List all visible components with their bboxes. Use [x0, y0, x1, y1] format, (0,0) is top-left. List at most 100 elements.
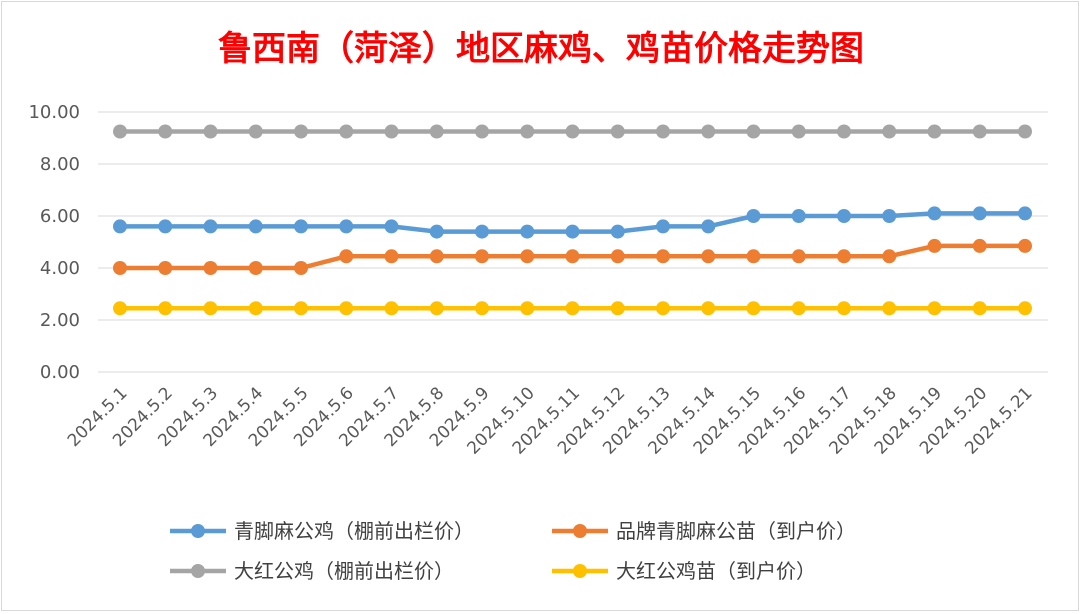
series-1 [113, 238, 1032, 275]
data-point [248, 261, 263, 275]
data-point [113, 124, 127, 139]
data-point [339, 124, 354, 139]
y-tick-label: 2.00 [40, 310, 80, 331]
data-point [837, 124, 851, 139]
legend-marker [191, 524, 205, 538]
data-point [113, 219, 127, 234]
data-point [158, 124, 173, 139]
data-point [294, 219, 308, 234]
series-2 [113, 124, 1032, 139]
data-point [610, 224, 625, 239]
data-point [701, 249, 716, 264]
data-point [429, 124, 444, 139]
data-point [656, 219, 670, 234]
series-3 [113, 301, 1032, 316]
data-point [656, 249, 670, 264]
data-point [837, 209, 851, 223]
data-point [475, 224, 489, 239]
data-point [610, 301, 625, 316]
data-point [384, 301, 399, 316]
data-point [475, 301, 489, 316]
data-point [837, 249, 851, 264]
series-0 [113, 206, 1032, 239]
data-point [475, 124, 489, 139]
data-point [972, 301, 987, 316]
data-point [203, 301, 218, 316]
data-point [791, 209, 806, 223]
data-point [1018, 124, 1032, 139]
data-point [429, 301, 444, 316]
data-point [520, 301, 535, 316]
y-tick-label: 6.00 [40, 206, 80, 227]
data-point [520, 124, 535, 139]
data-point [972, 124, 987, 139]
y-tick-label: 4.00 [40, 258, 80, 279]
y-axis-tick-labels: 0.00 2.00 4.00 6.00 8.00 10.00 [28, 102, 80, 383]
data-point [565, 224, 580, 239]
legend-marker [573, 564, 587, 578]
data-point [1018, 238, 1032, 253]
data-point [158, 301, 173, 316]
data-point [520, 249, 535, 264]
data-point [565, 249, 580, 264]
data-point [384, 249, 399, 264]
data-point [339, 249, 354, 264]
data-point [113, 261, 127, 275]
data-point [1018, 301, 1032, 316]
data-point [475, 249, 489, 264]
legend-marker [191, 564, 205, 578]
data-point [158, 219, 173, 234]
legend-label: 品牌青脚麻公苗（到户价） [616, 519, 856, 543]
data-point [248, 124, 263, 139]
data-point [248, 301, 263, 316]
data-point [158, 261, 173, 275]
data-point [882, 209, 897, 223]
legend-label: 大红公鸡（棚前出栏价） [234, 559, 454, 583]
data-point [927, 206, 942, 221]
legend-item-3: 大红公鸡苗（到户价） [552, 559, 816, 583]
data-point [294, 301, 308, 316]
legend-label: 青脚麻公鸡（棚前出栏价） [234, 519, 474, 543]
data-point [520, 224, 535, 239]
data-point [656, 301, 670, 316]
data-point [113, 301, 127, 316]
data-point [565, 124, 580, 139]
data-point [1018, 206, 1032, 221]
gridlines [98, 111, 1048, 373]
data-point [656, 124, 670, 139]
legend-label: 大红公鸡苗（到户价） [616, 559, 816, 583]
data-point [882, 301, 897, 316]
data-point [203, 219, 218, 234]
data-point [429, 249, 444, 264]
data-point [294, 124, 308, 139]
y-tick-label: 8.00 [40, 154, 80, 175]
data-point [203, 261, 218, 275]
data-point [927, 124, 942, 139]
data-point [339, 301, 354, 316]
data-point [972, 206, 987, 221]
legend: 青脚麻公鸡（棚前出栏价） 品牌青脚麻公苗（到户价） 大红公鸡（棚前出栏价） 大红公鸡苗… [170, 519, 856, 583]
x-axis-tick-labels: 2024.5.12024.5.22024.5.32024.5.42024.5.5… [64, 383, 1037, 458]
y-tick-label: 10.00 [28, 102, 80, 123]
data-point [701, 219, 716, 234]
data-point [927, 238, 942, 253]
data-point [791, 124, 806, 139]
legend-item-1: 品牌青脚麻公苗（到户价） [552, 519, 856, 543]
y-tick-label: 0.00 [40, 362, 80, 383]
data-point [294, 261, 308, 275]
data-point [746, 124, 761, 139]
data-point [565, 301, 580, 316]
data-point [882, 249, 897, 264]
chart-title: 鲁西南（菏泽）地区麻鸡、鸡苗价格走势图 [218, 29, 864, 69]
data-point [701, 124, 716, 139]
data-point [701, 301, 716, 316]
data-point [384, 219, 399, 234]
data-point [384, 124, 399, 139]
legend-item-0: 青脚麻公鸡（棚前出栏价） [170, 519, 474, 543]
data-point [746, 249, 761, 264]
series-lines [113, 124, 1032, 316]
data-point [339, 219, 354, 234]
data-point [610, 124, 625, 139]
